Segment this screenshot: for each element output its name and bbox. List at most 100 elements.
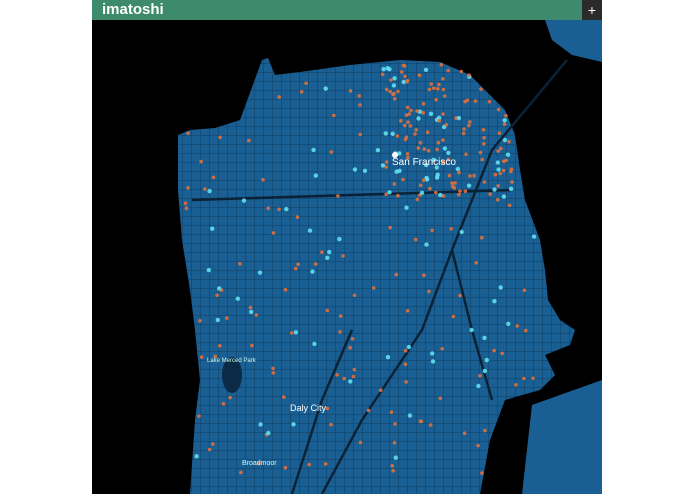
incident-dot [482,136,486,140]
incident-dot [428,111,434,117]
incident-dot [313,173,318,178]
incident-dot [383,131,388,136]
incident-dot [458,189,462,193]
incident-dot [446,68,451,73]
incident-dot [418,183,423,188]
incident-dot [312,341,317,347]
incident-dot [283,287,288,292]
incident-dot [352,367,357,372]
app: San Francisco Daly City Lake Merced Park… [92,0,602,494]
incident-dot [459,69,464,74]
incident-dot [427,289,431,294]
incident-dot [422,273,426,278]
incident-dot [458,293,462,298]
incident-dot [434,175,440,180]
incident-dot [215,317,220,323]
map-label: Daly City [290,403,327,413]
incident-dot [336,194,340,198]
incident-dot [509,167,514,172]
incident-dot [438,396,443,401]
incident-dot [389,78,393,82]
incident-dot [403,362,408,367]
incident-dot [350,337,355,341]
incident-dot [358,440,363,445]
incident-dot [406,155,410,160]
incident-dot [362,168,368,173]
incident-dot [436,87,440,91]
incident-dot [241,198,247,203]
incident-dot [390,131,395,136]
incident-dot [480,235,484,240]
incident-dot [215,293,219,298]
incident-dot [217,286,222,291]
incident-dot [323,462,328,466]
incident-dot [473,99,478,103]
incident-dot [235,296,240,301]
incident-dot [401,177,405,182]
incident-dot [457,192,461,197]
app-title: imatoshi [102,1,164,18]
incident-dot [496,184,501,188]
incident-dot [339,314,343,318]
map[interactable]: San Francisco Daly City Lake Merced Park… [92,0,602,494]
incident-dot [271,371,276,375]
incident-dot [392,91,396,96]
incident-dot [482,142,486,146]
city-marker [392,152,398,158]
incident-dot [461,131,466,136]
incident-dot [332,113,336,118]
incident-dot [390,464,395,468]
incident-dot [327,249,332,255]
incident-dot [320,250,324,254]
incident-dot [291,422,296,427]
incident-dot [507,203,512,208]
zoom-button[interactable]: + [582,0,602,20]
incident-dot [392,441,397,445]
incident-dot [429,82,434,86]
incident-dot [493,172,498,177]
incident-dot [250,343,254,348]
incident-dot [325,308,330,313]
incident-dot [464,152,468,157]
incident-dot [325,255,330,260]
incident-dot [341,254,345,258]
incident-dot [384,165,388,169]
incident-dot [421,178,426,182]
incident-dot [482,335,487,341]
incident-dot [401,79,406,85]
incident-dot [432,86,436,91]
incident-dot [496,197,500,202]
incident-dot [403,74,407,79]
incident-dot [414,128,419,132]
incident-dot [431,157,436,162]
incident-dot [266,430,271,436]
incident-dot [421,102,426,106]
header-bar: imatoshi + [92,0,602,20]
incident-dot [384,87,389,92]
incident-dot [444,123,449,127]
incident-dot [442,94,447,98]
incident-dot [484,357,489,363]
incident-dot [375,148,381,153]
incident-dot [487,99,492,104]
incident-dots [183,62,537,475]
incident-dot [502,137,508,143]
incident-dot [416,116,421,121]
incident-dot [416,146,421,150]
incident-dot [450,181,454,185]
incident-dot [307,228,313,233]
incident-dot [502,118,507,123]
incident-dot [459,229,464,235]
incident-dot [404,135,409,139]
incident-dot [329,422,333,427]
incident-dot [481,128,486,132]
incident-dot [408,124,413,128]
incident-dot [463,99,467,104]
incident-dot [405,105,410,110]
incident-dot [476,443,480,448]
incident-dot [421,111,426,115]
incident-dot [248,305,253,310]
incident-dot [478,374,482,378]
incident-dot [351,374,356,379]
